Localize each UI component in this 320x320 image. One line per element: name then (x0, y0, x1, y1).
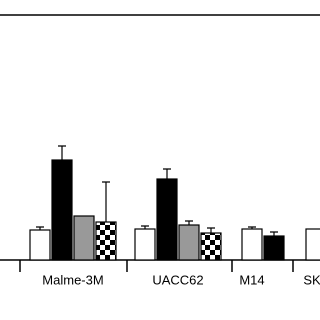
bar (156, 178, 178, 261)
x-tick-label: Malme-3M (42, 272, 103, 287)
error-bar (58, 145, 66, 160)
x-tick-label: SK (303, 272, 320, 287)
bar (29, 229, 51, 261)
error-bar (248, 226, 256, 229)
bar (200, 232, 222, 261)
error-bar (102, 181, 110, 222)
bar (73, 215, 95, 261)
error-bar (141, 225, 149, 229)
bar (95, 221, 117, 261)
error-bar (185, 220, 193, 225)
x-tick-label: UACC62 (152, 272, 203, 287)
bar (305, 228, 320, 261)
bar (241, 228, 263, 261)
bar (134, 228, 156, 261)
error-bar (270, 231, 278, 236)
x-tick-label: M14 (239, 272, 264, 287)
bar (51, 159, 73, 261)
category-separators (19, 260, 294, 272)
error-bar (163, 168, 171, 179)
error-bar (207, 227, 215, 233)
bar (263, 235, 285, 261)
bar (178, 224, 200, 261)
error-bar (36, 226, 44, 230)
